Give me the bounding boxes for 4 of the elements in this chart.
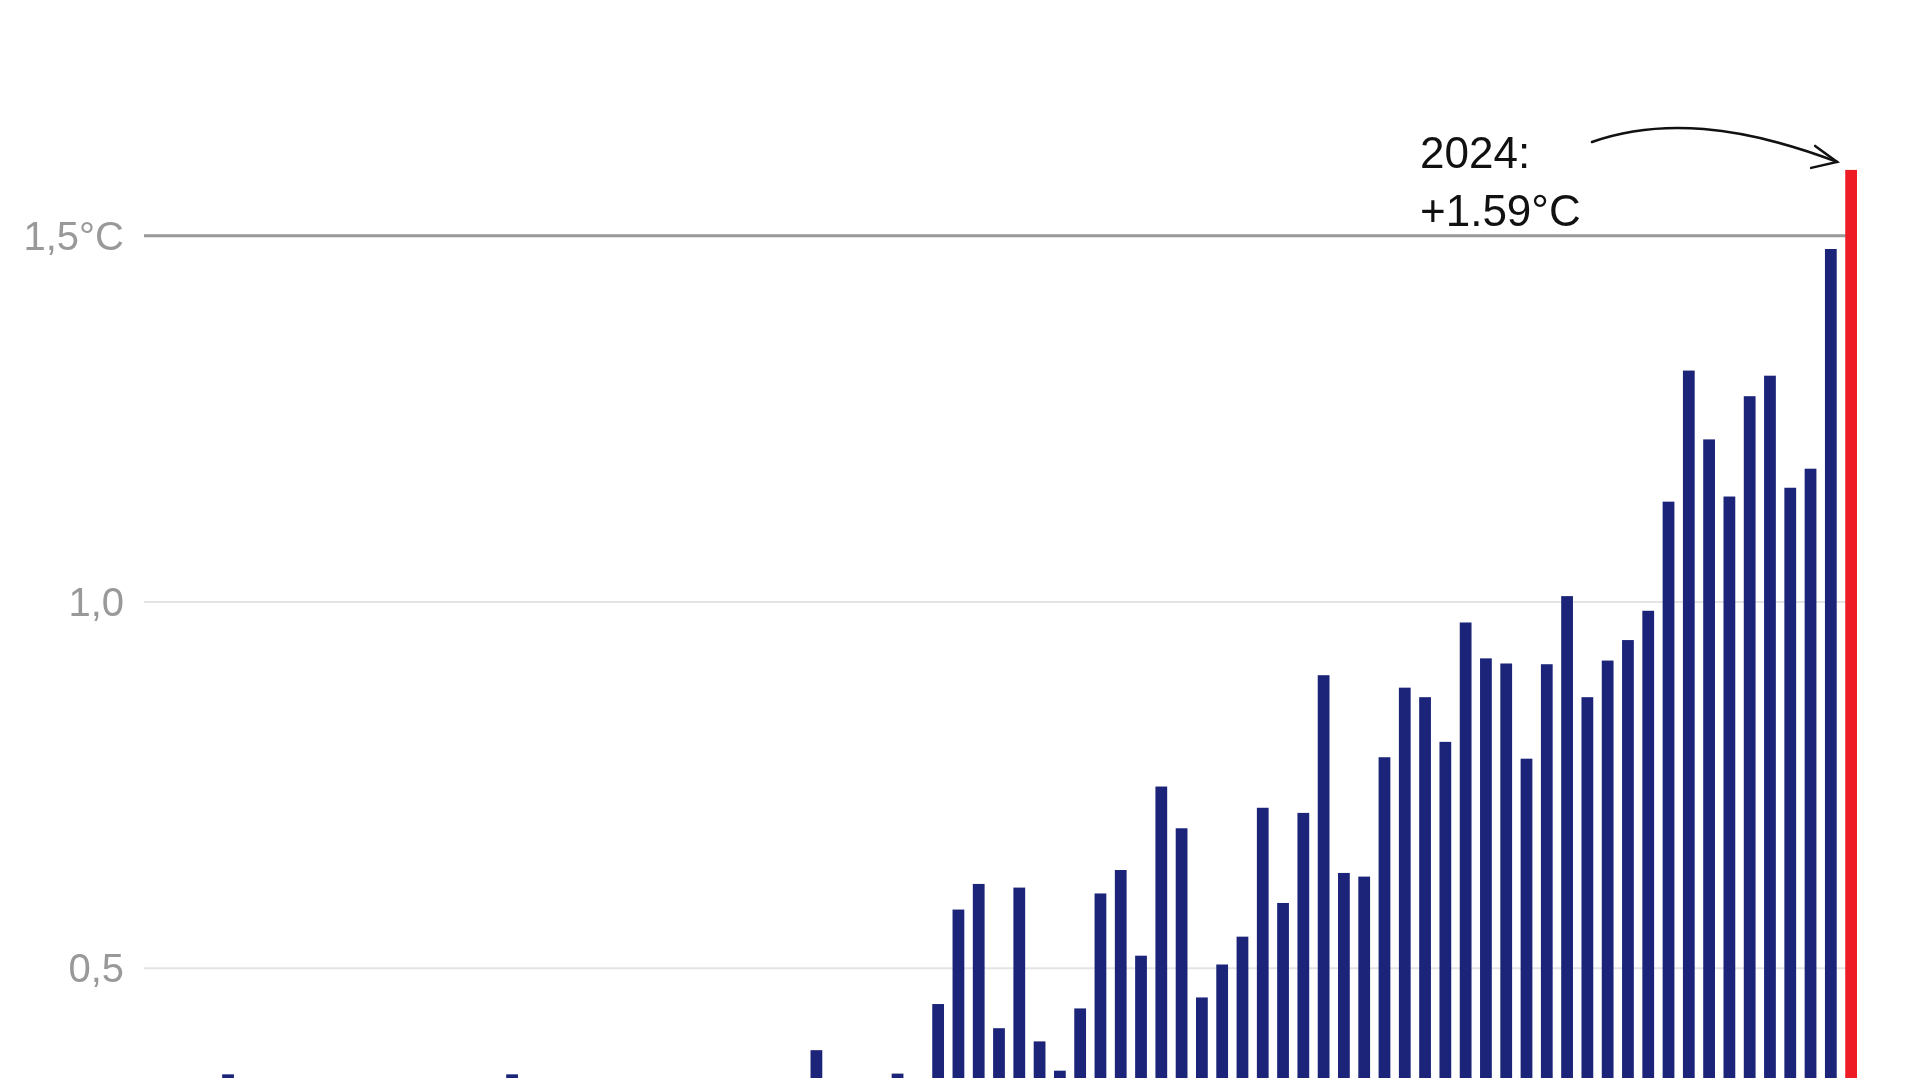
y-tick-label: 1,0 [68,579,124,624]
y-tick-label: 0,5 [68,946,124,991]
annotation: 2024: +1.59°C [1420,128,1581,235]
y-tick-label: 1,5°C [23,213,124,258]
